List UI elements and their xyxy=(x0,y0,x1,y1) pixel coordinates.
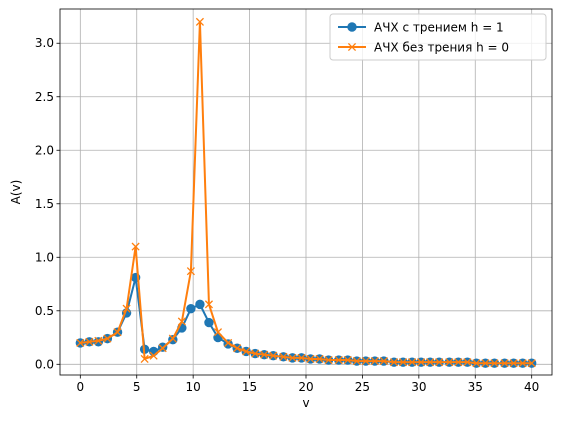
legend-label: АЧХ без трения h = 0 xyxy=(374,41,509,55)
y-tick-label: 0.0 xyxy=(35,357,54,371)
series-2-point xyxy=(76,338,85,347)
series-2 xyxy=(76,17,536,368)
x-tick-label: 30 xyxy=(411,380,426,394)
series-2-point xyxy=(500,359,509,368)
series-2-point xyxy=(435,358,444,367)
series-2-point xyxy=(306,354,315,364)
legend-label: АЧХ с трением h = 1 xyxy=(374,21,504,35)
y-tick-label: 3.0 xyxy=(35,36,54,50)
series-2-point xyxy=(260,350,269,359)
series-2-point xyxy=(361,357,370,366)
series-2-point xyxy=(324,355,333,365)
series-2-point xyxy=(279,352,288,361)
x-tick-label: 15 xyxy=(242,380,257,394)
series-2-point xyxy=(297,353,306,362)
x-tick-label: 25 xyxy=(355,380,370,394)
series-2-point xyxy=(490,359,499,368)
series-2-point xyxy=(417,358,426,367)
x-tick-label: 5 xyxy=(133,380,141,394)
series-2-point xyxy=(334,355,343,365)
series-2-point xyxy=(454,358,463,367)
series-2-point xyxy=(251,349,260,358)
legend: АЧХ с трением h = 1 АЧХ без трения h = 0 xyxy=(329,13,547,61)
x-tick-label: 0 xyxy=(76,380,84,394)
series-2-point xyxy=(481,359,490,368)
legend-box xyxy=(329,13,547,61)
series-2-point xyxy=(177,317,186,326)
x-tick-label: 35 xyxy=(468,380,483,394)
series-2-point xyxy=(509,359,518,368)
legend-item-1: АЧХ с трением h = 1 xyxy=(338,21,504,35)
series-2-point xyxy=(398,358,408,367)
series-2-point xyxy=(242,347,251,356)
series-2-point xyxy=(213,328,223,337)
x-axis-label: v xyxy=(302,396,309,410)
series-2-point xyxy=(186,267,195,276)
legend-items: АЧХ с трением h = 1 АЧХ без трения h = 0 xyxy=(338,21,509,55)
series-2-point xyxy=(168,334,177,343)
series-layer xyxy=(75,17,537,368)
series-2-point xyxy=(140,354,149,364)
series-2-point xyxy=(389,358,399,367)
series-2-point xyxy=(379,357,388,366)
series-2-point xyxy=(195,17,204,26)
series-2-point xyxy=(527,359,536,368)
y-tick-label: 1.0 xyxy=(35,250,54,264)
y-tick-label: 1.5 xyxy=(35,197,54,211)
grid xyxy=(60,9,552,375)
legend-marker xyxy=(347,42,357,52)
y-axis-label: A(v) xyxy=(9,180,23,205)
x-tick-label: 10 xyxy=(186,380,201,394)
y-tick-label: 2.5 xyxy=(35,90,54,104)
series-2-point xyxy=(408,358,417,367)
series-2-point xyxy=(158,344,167,353)
series-2-point xyxy=(426,358,435,367)
series-2-point xyxy=(233,344,242,353)
x-tick-label: 40 xyxy=(524,380,539,394)
series-2-point xyxy=(269,351,278,360)
ticks-layer: 0 5 10 15 20 25 30 35 40 0.0 0.5 1.0 1.5 2.0 2.5 3.0 xyxy=(35,36,539,394)
series-2-point xyxy=(343,355,352,365)
series-2-point xyxy=(94,336,103,345)
series-1-point xyxy=(204,317,214,328)
series-2-point xyxy=(288,353,297,362)
series-2-point xyxy=(472,359,481,368)
series-2-point xyxy=(103,334,112,343)
series-2-point xyxy=(204,300,214,309)
series-2-point xyxy=(370,357,379,366)
series-2-point xyxy=(463,358,472,367)
series-2-point xyxy=(518,359,527,368)
y-tick-label: 2.0 xyxy=(35,143,54,157)
series-2-point xyxy=(149,351,158,360)
series-2-point xyxy=(113,328,122,337)
legend-marker xyxy=(347,22,357,32)
series-1-point xyxy=(195,299,205,310)
series-2-point xyxy=(315,354,324,364)
x-tick-label: 20 xyxy=(298,380,313,394)
series-2-point xyxy=(131,242,140,251)
y-tick-label: 0.5 xyxy=(35,304,54,318)
series-2-point xyxy=(445,358,454,367)
series-2-point xyxy=(352,357,361,366)
legend-item-2: АЧХ без трения h = 0 xyxy=(338,41,509,55)
series-1-point xyxy=(186,303,196,314)
series-2-point xyxy=(122,304,131,313)
series-2-point xyxy=(224,338,233,347)
series-2-point xyxy=(85,337,94,346)
